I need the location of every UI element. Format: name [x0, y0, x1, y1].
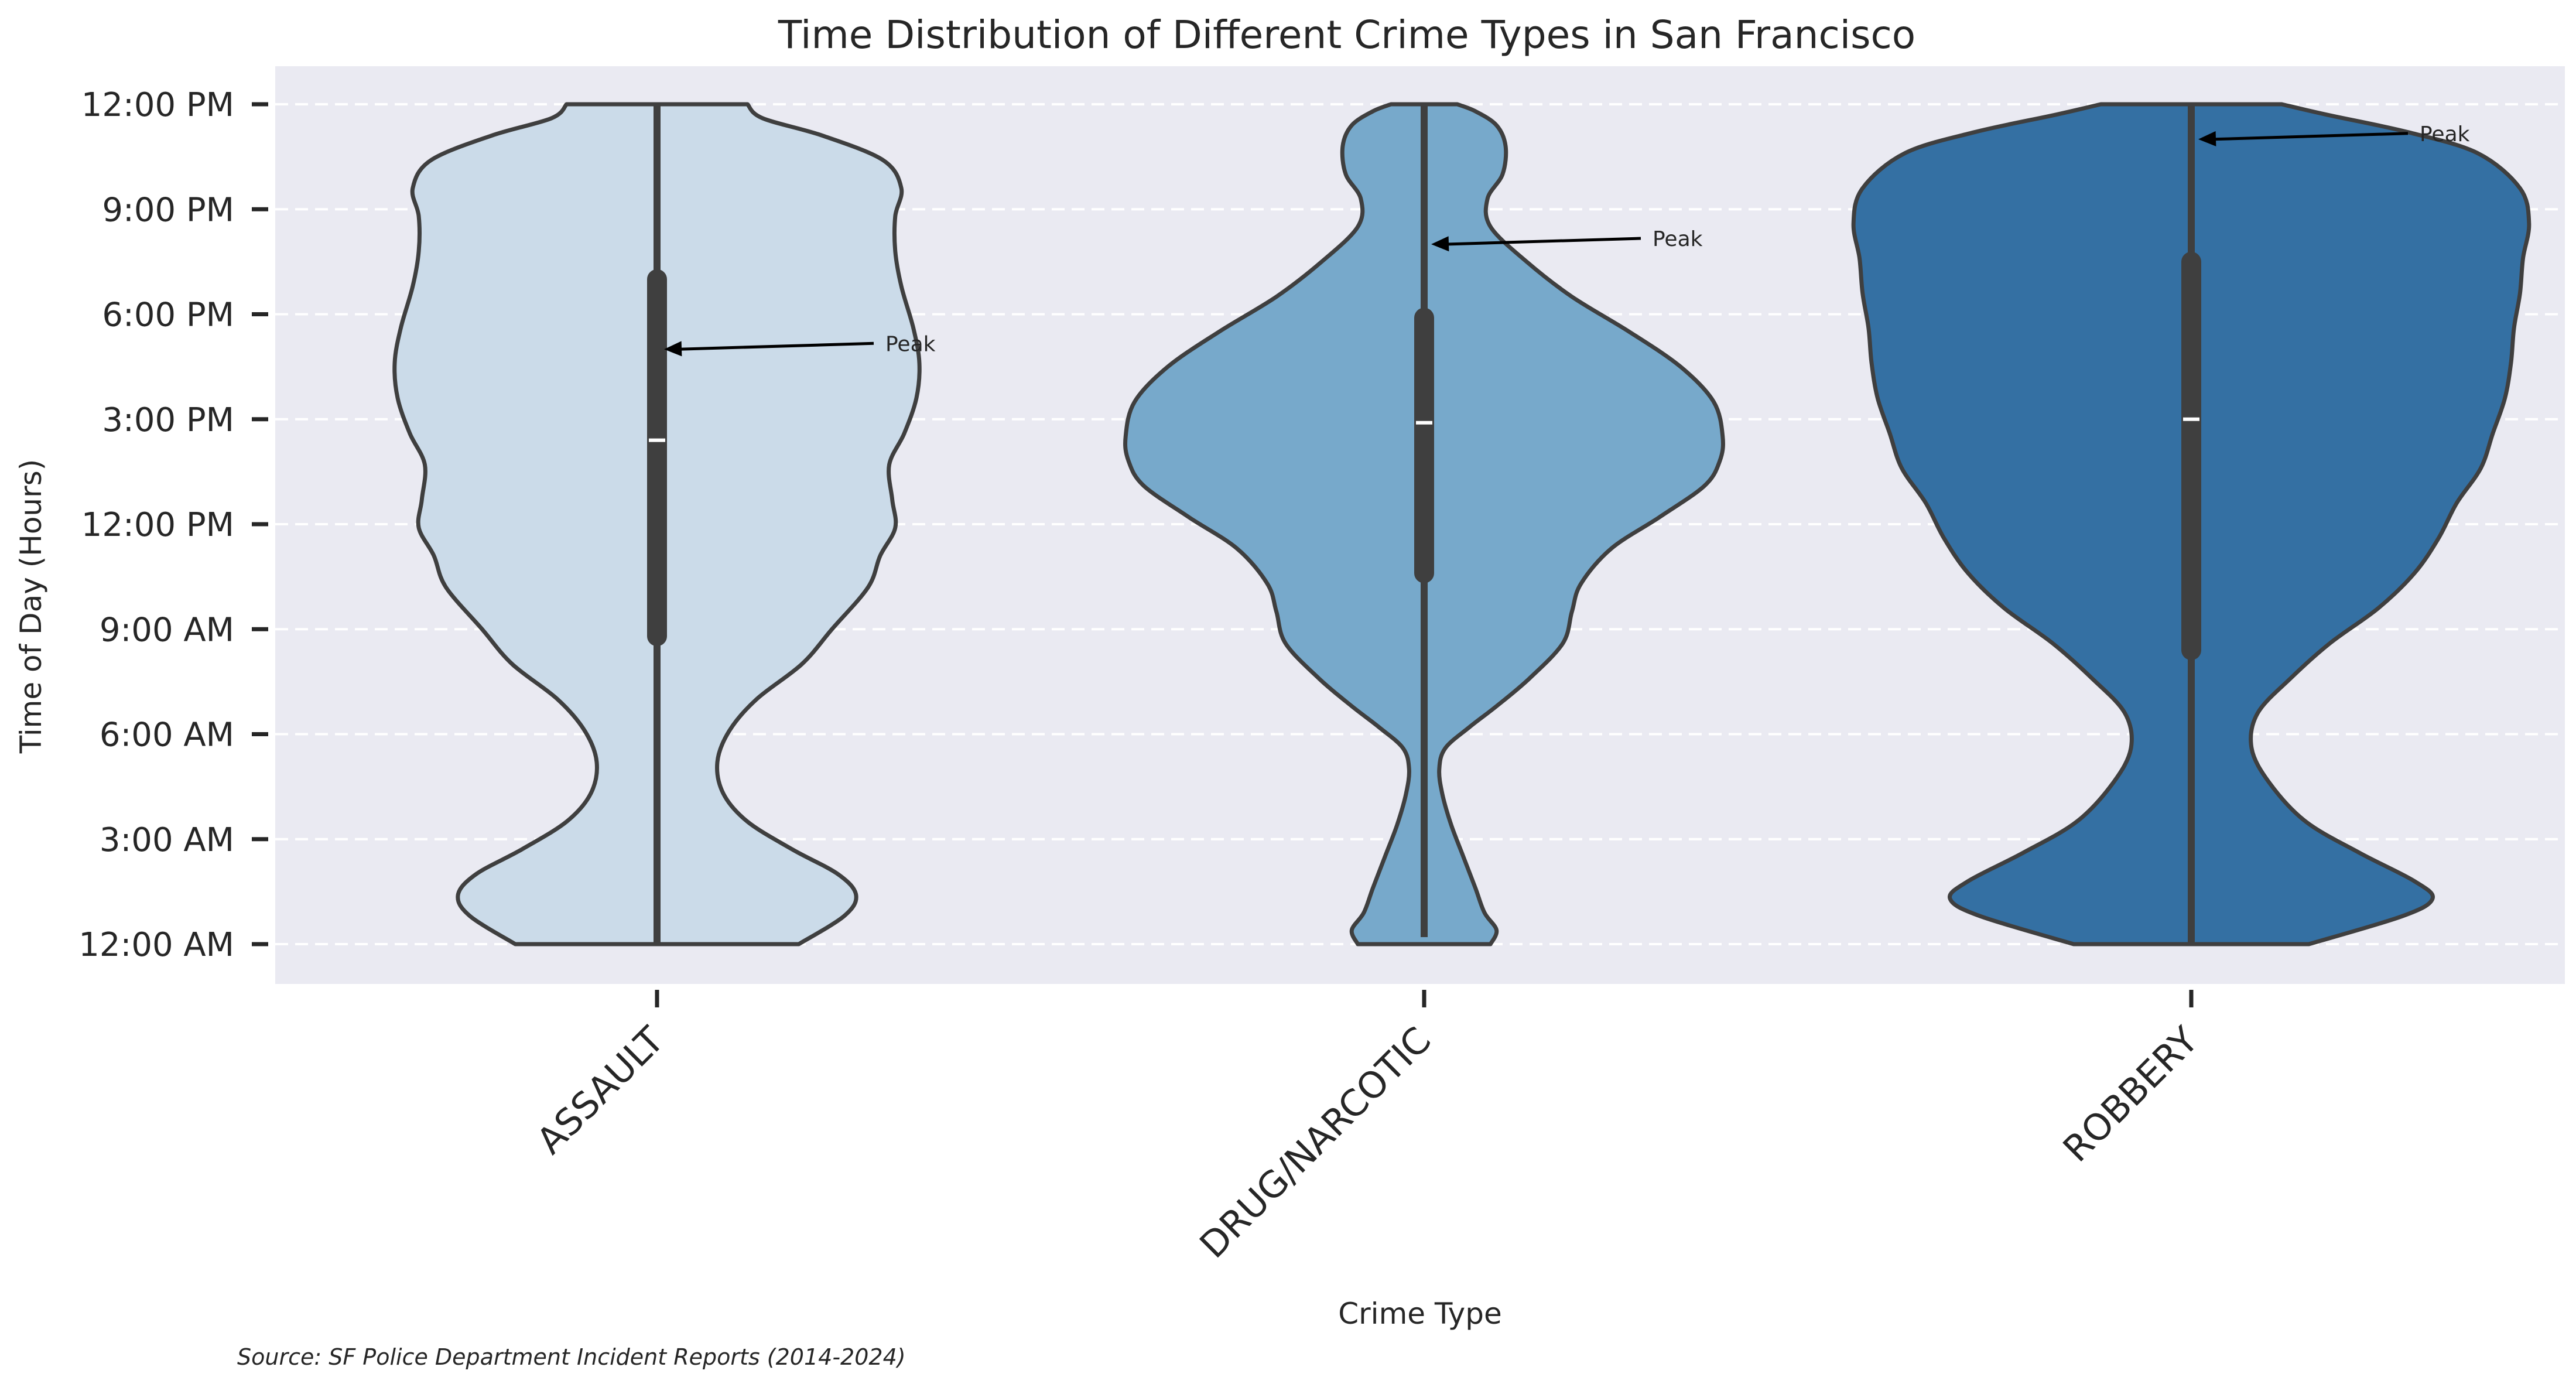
- y-tick-label: 12:00 PM: [81, 86, 234, 124]
- y-tick-label: 12:00 PM: [81, 506, 234, 544]
- chart-title: Time Distribution of Different Crime Typ…: [778, 12, 1915, 57]
- x-axis-label: Crime Type: [1338, 1297, 1502, 1331]
- y-tick-label: 3:00 PM: [102, 401, 234, 439]
- y-tick-label: 6:00 PM: [102, 296, 234, 334]
- y-tick-label: 3:00 AM: [100, 821, 234, 859]
- y-tick-label: 12:00 AM: [78, 926, 234, 964]
- x-axis: ASSAULT DRUG/NARCOTIC ROBBERY: [528, 990, 2206, 1266]
- y-tick-label: 9:00 AM: [100, 611, 234, 649]
- x-tick-label: ASSAULT: [528, 1018, 672, 1162]
- peak-annotation-label: Peak: [885, 332, 936, 356]
- peak-annotation-label: Peak: [2420, 122, 2470, 146]
- y-axis-label: Time of Day (Hours): [14, 459, 48, 754]
- y-tick-label: 9:00 PM: [102, 191, 234, 229]
- peak-annotations: Peak Peak Peak: [664, 122, 2470, 357]
- x-tick-label: ROBBERY: [2055, 1019, 2206, 1170]
- peak-arrow-head: [1431, 236, 1449, 252]
- y-axis: 12:00 AM 3:00 AM 6:00 AM 9:00 AM 12:00 PM 3:0…: [78, 86, 268, 964]
- peak-arrow-head: [2198, 131, 2216, 146]
- peak-arrow-line: [2213, 132, 2409, 141]
- source-note: Source: SF Police Department Incident Re…: [237, 1344, 906, 1370]
- peak-arrow-head: [664, 341, 682, 357]
- x-tick-label: DRUG/NARCOTIC: [1191, 1019, 1439, 1266]
- y-tick-label: 6:00 AM: [100, 716, 234, 754]
- peak-annotation-label: Peak: [1653, 227, 1703, 251]
- peak-arrow-line: [679, 341, 874, 351]
- peak-arrow-line: [1446, 237, 1641, 246]
- violins: [392, 102, 2531, 946]
